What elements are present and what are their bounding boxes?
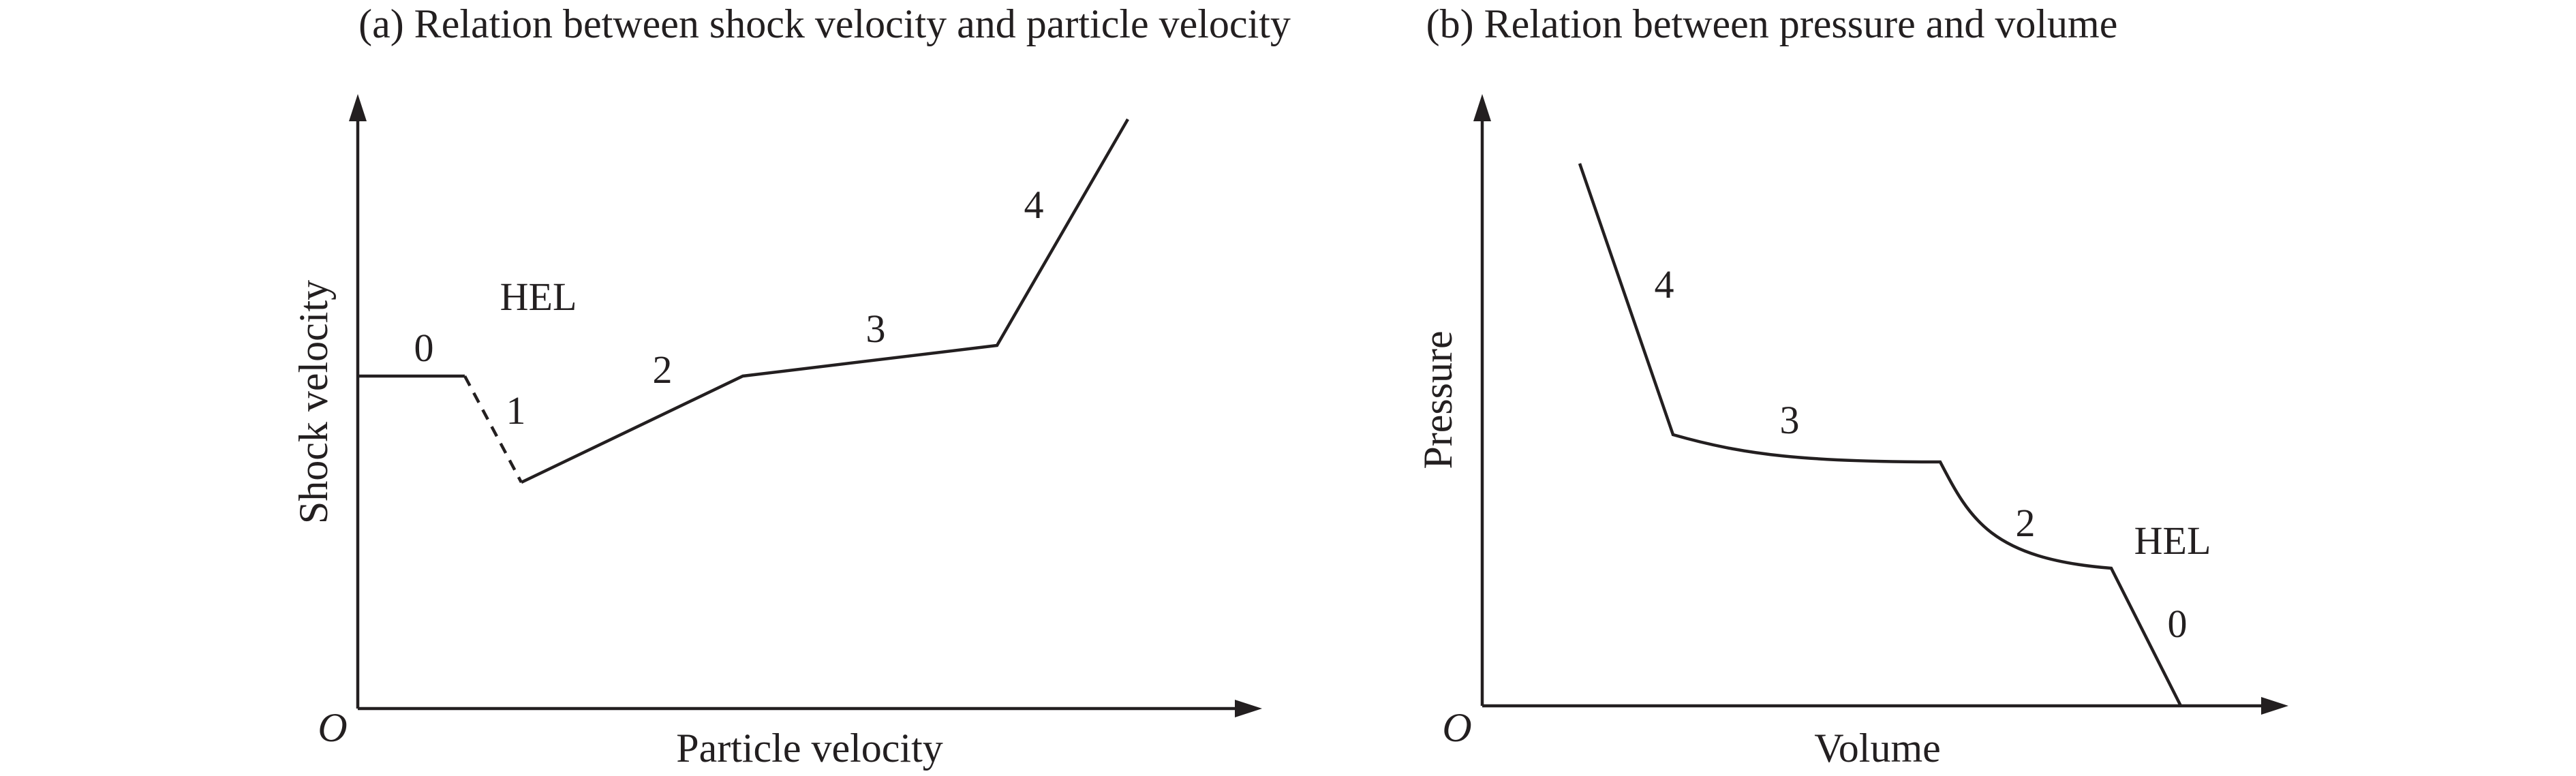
panel-b-x-axis-arrowhead (2261, 697, 2288, 715)
panel-b-segment-label-4: 4 (1655, 262, 1674, 307)
panel-b-segment-label-3: 3 (1780, 398, 1800, 442)
panel-a-x-axis-arrowhead (1235, 700, 1262, 717)
panel-b-segment-label-0: 0 (2168, 602, 2188, 646)
panel-b-title: (b) Relation between pressure and volume (1426, 1, 2118, 46)
panel-a-segment-label-2: 2 (653, 347, 673, 392)
panel-a-segment-label-0: 0 (414, 326, 434, 370)
panel-b-y-axis-label: Pressure (1415, 330, 1460, 469)
panel-b-x-axis-label: Volume (1814, 726, 1941, 771)
panel-a-segments-2-3-4 (521, 118, 1129, 484)
panel-a-segment-1-dashed (463, 375, 523, 484)
panel-b-origin-label: O (1442, 705, 1471, 750)
panel-a-x-axis-label: Particle velocity (676, 726, 943, 771)
panel-a-title: (a) Relation between shock velocity and … (358, 1, 1291, 46)
panel-a-segment-label-1: 1 (506, 388, 526, 433)
panel-b-y-axis-arrowhead (1473, 94, 1491, 121)
panel-a: (a) Relation between shock velocity and … (291, 1, 1291, 771)
panel-b: (b) Relation between pressure and volume… (1415, 1, 2288, 771)
panel-b-hel-label: HEL (2134, 518, 2211, 563)
panel-a-hel-label: HEL (500, 275, 577, 319)
panel-a-y-axis-label: Shock velocity (291, 280, 336, 524)
panel-a-segment-label-3: 3 (866, 307, 886, 351)
panel-a-segment-label-4: 4 (1024, 183, 1044, 227)
panel-a-origin-label: O (318, 705, 347, 750)
panel-b-curve (1578, 163, 2183, 707)
panel-a-y-axis-arrowhead (349, 94, 367, 121)
panel-b-segment-label-2: 2 (2016, 501, 2036, 545)
